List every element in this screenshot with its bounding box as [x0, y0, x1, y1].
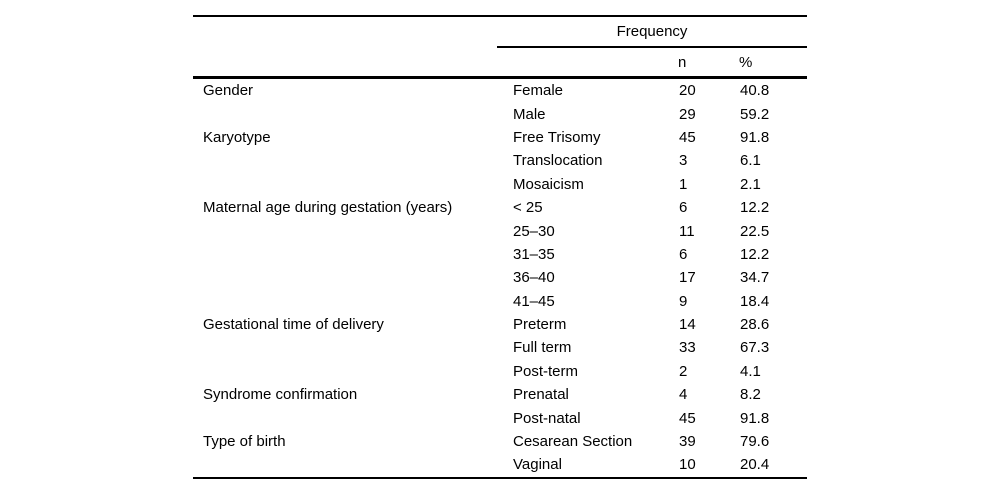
category-cell: [193, 290, 497, 313]
n-value-cell: 14: [679, 316, 696, 334]
pct-value-cell: 34.7: [740, 269, 770, 287]
pct-value-cell: 12.2: [740, 245, 770, 263]
pct-value-cell: 6.1: [740, 152, 761, 170]
category-cell: [193, 360, 497, 383]
subcategory-cell: < 25: [513, 199, 543, 217]
paper-table-region: Frequency n % Gender Female 20 40.8 Male…: [193, 15, 807, 479]
pct-value-cell: 59.2: [740, 105, 770, 123]
category-cell: [193, 243, 497, 266]
category-cell: Type of birth: [203, 433, 286, 451]
n-value-cell: 11: [679, 222, 695, 240]
table-row: Mosaicism 1 2.1: [193, 173, 807, 196]
n-value-cell: 39: [679, 433, 696, 451]
col-header-pct: %: [739, 47, 807, 79]
subcategory-cell: Male: [513, 105, 546, 123]
category-cell: [193, 102, 497, 125]
table-row: Type of birth Cesarean Section 39 79.6: [193, 430, 807, 453]
subcategory-cell: Post-natal: [513, 409, 581, 427]
pct-value-cell: 4.1: [740, 362, 761, 380]
table-row: Vaginal 10 20.4: [193, 453, 807, 479]
frequency-table: Frequency n % Gender Female 20 40.8 Male…: [193, 15, 807, 479]
table-row: Gestational time of delivery Preterm 14 …: [193, 313, 807, 336]
subcategory-cell: Free Trisomy: [513, 128, 601, 146]
pct-value-cell: 20.4: [739, 453, 807, 479]
subcategory-cell: 41–45: [513, 292, 555, 310]
table-row: 36–40 17 34.7: [193, 266, 807, 289]
subheader-row: n %: [193, 47, 807, 79]
subcategory-cell: Translocation: [513, 152, 603, 170]
table-row: 41–45 9 18.4: [193, 290, 807, 313]
pct-value-cell: 8.2: [740, 386, 761, 404]
n-value-cell: 4: [679, 386, 688, 404]
subcategory-cell: Post-term: [513, 362, 579, 380]
category-cell: [193, 453, 497, 479]
n-value-cell: 45: [679, 128, 696, 146]
pct-value-cell: 67.3: [740, 339, 770, 357]
subcategory-cell: Prenatal: [513, 386, 569, 404]
subcategory-cell: Female: [513, 82, 564, 100]
table-row: 25–30 11 22.5: [193, 219, 807, 242]
subcategory-cell: Full term: [513, 339, 572, 357]
subcategory-cell: Preterm: [513, 316, 567, 334]
pct-value-cell: 28.6: [740, 316, 770, 334]
category-cell: [193, 173, 497, 196]
col-header-n: n: [678, 47, 739, 79]
table-row: Karyotype Free Trisomy 45 91.8: [193, 126, 807, 149]
subheader-spacer-cell: [497, 47, 678, 79]
category-cell: Karyotype: [203, 128, 271, 146]
subcategory-cell: Mosaicism: [513, 175, 584, 193]
category-cell: Gender: [203, 82, 254, 100]
subheader-spacer-cell: [193, 47, 497, 79]
subcategory-cell: Cesarean Section: [513, 433, 633, 451]
table-body: Gender Female 20 40.8 Male 29 59.2 Karyo…: [193, 78, 807, 479]
pct-value-cell: 12.2: [740, 199, 770, 217]
subcategory-cell: 31–35: [513, 245, 555, 263]
pct-value-cell: 91.8: [740, 128, 770, 146]
table-header: Frequency n %: [193, 15, 807, 79]
table-row: 31–35 6 12.2: [193, 243, 807, 266]
category-cell: [193, 219, 497, 242]
table-row: Syndrome confirmation Prenatal 4 8.2: [193, 383, 807, 406]
table-row: Full term 33 67.3: [193, 336, 807, 359]
n-value-cell: 10: [678, 453, 739, 479]
category-cell: [193, 406, 497, 429]
subcategory-cell: 36–40: [513, 269, 555, 287]
pct-value-cell: 40.8: [740, 82, 770, 100]
category-cell: Gestational time of delivery: [203, 316, 384, 334]
n-value-cell: 6: [679, 199, 688, 217]
spanner-spacer-cell: [193, 15, 497, 47]
n-value-cell: 9: [679, 292, 688, 310]
table-row: Post-natal 45 91.8: [193, 406, 807, 429]
table-row: Translocation 3 6.1: [193, 149, 807, 172]
table-row: Gender Female 20 40.8: [193, 78, 807, 103]
table-row: Male 29 59.2: [193, 102, 807, 125]
pct-value-cell: 2.1: [740, 175, 761, 193]
table-row: Maternal age during gestation (years) < …: [193, 196, 807, 219]
category-cell: [193, 336, 497, 359]
n-value-cell: 1: [679, 175, 688, 193]
subcategory-cell: 25–30: [513, 222, 555, 240]
spanner-row: Frequency: [193, 15, 807, 48]
category-cell: Syndrome confirmation: [203, 386, 358, 404]
pct-value-cell: 22.5: [740, 222, 770, 240]
category-cell: [193, 149, 497, 172]
n-value-cell: 20: [679, 82, 696, 100]
category-cell: Maternal age during gestation (years): [203, 199, 453, 217]
pct-value-cell: 79.6: [740, 433, 770, 451]
n-value-cell: 33: [679, 339, 696, 357]
frequency-spanner-header: Frequency: [497, 15, 807, 48]
n-value-cell: 6: [679, 245, 688, 263]
n-value-cell: 29: [679, 105, 696, 123]
n-value-cell: 45: [679, 409, 696, 427]
category-cell: [193, 266, 497, 289]
table-row: Post-term 2 4.1: [193, 360, 807, 383]
n-value-cell: 2: [679, 362, 688, 380]
pct-value-cell: 91.8: [740, 409, 770, 427]
n-value-cell: 17: [679, 269, 696, 287]
subcategory-cell: Vaginal: [497, 453, 678, 479]
pct-value-cell: 18.4: [740, 292, 770, 310]
n-value-cell: 3: [679, 152, 688, 170]
